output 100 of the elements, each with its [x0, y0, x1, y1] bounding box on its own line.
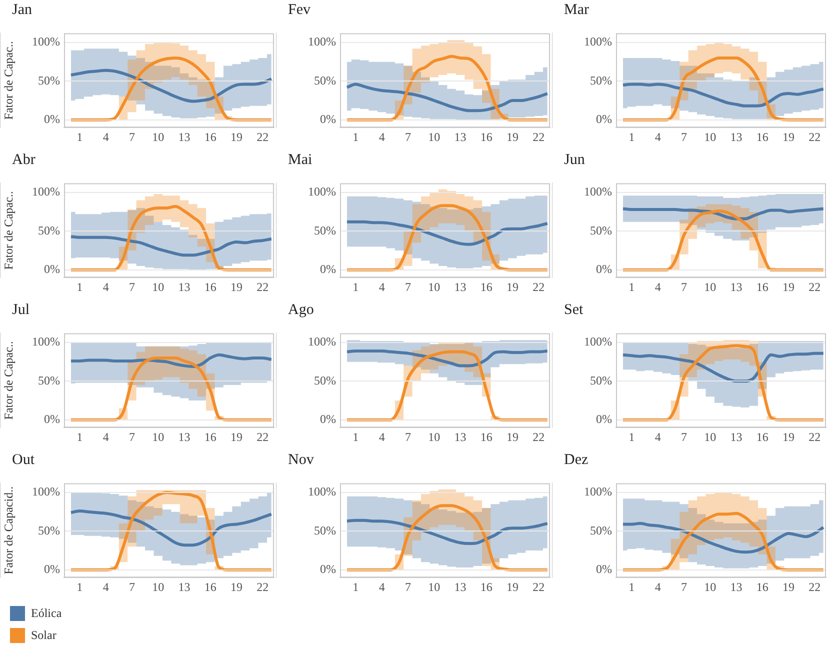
x-tick-label: 19 [782, 580, 795, 594]
x-tick-label: 10 [152, 430, 164, 444]
x-tick-label: 1 [628, 130, 635, 144]
line-series [621, 352, 825, 383]
x-tick-label: 19 [782, 430, 795, 444]
x-tick-label: 4 [654, 430, 661, 444]
y-axis-title: Fator de Capacid.. [1, 486, 16, 574]
y-tick-label: 50% [314, 73, 336, 88]
chart-title: Ago [288, 302, 314, 319]
y-tick-label: 50% [314, 223, 336, 238]
x-tick-label: 13 [178, 580, 190, 594]
y-tick-label: 100% [308, 334, 336, 349]
x-tick-label: 16 [204, 430, 216, 444]
x-tick-label: 16 [480, 280, 492, 294]
x-tick-label: 16 [756, 430, 768, 444]
x-tick-label: 16 [480, 580, 492, 594]
x-tick-label: 16 [756, 130, 768, 144]
x-tick-label: 16 [756, 580, 768, 594]
x-tick-label: 16 [480, 430, 492, 444]
chart-title: Jan [12, 2, 32, 19]
x-tick-label: 7 [128, 430, 135, 444]
chart-title: Nov [288, 452, 314, 469]
y-tick-label: 0% [44, 412, 60, 426]
x-tick-label: 16 [756, 280, 768, 294]
x-tick-label: 22 [256, 280, 269, 294]
y-tick-label: 100% [32, 334, 60, 349]
chart-title: Abr [12, 152, 36, 169]
x-tick-label: 1 [76, 280, 83, 294]
y-tick-label: 50% [314, 373, 336, 388]
x-tick-label: 7 [680, 280, 687, 294]
line-series [69, 510, 273, 547]
x-tick-label: 13 [730, 430, 742, 444]
x-tick-label: 13 [730, 280, 742, 294]
x-tick-label: 1 [628, 430, 635, 444]
x-tick-label: 19 [230, 580, 243, 594]
x-tick-label: 13 [730, 580, 742, 594]
y-tick-label: 0% [320, 262, 336, 276]
line-series [621, 522, 825, 554]
y-tick-label: 100% [32, 184, 60, 199]
y-tick-label: 50% [38, 223, 60, 238]
y-tick-label: 0% [320, 112, 336, 126]
x-tick-label: 22 [808, 430, 821, 444]
x-tick-label: 1 [352, 580, 359, 594]
x-tick-label: 13 [178, 280, 190, 294]
x-tick-label: 19 [506, 580, 519, 594]
x-tick-label: 10 [152, 580, 164, 594]
x-tick-label: 13 [454, 580, 466, 594]
x-tick-label: 10 [704, 430, 716, 444]
y-tick-label: 50% [590, 73, 612, 88]
chart-title: Set [564, 302, 584, 319]
y-tick-label: 0% [596, 412, 612, 426]
x-tick-label: 7 [128, 280, 135, 294]
y-tick-label: 0% [44, 112, 60, 126]
y-tick-label: 50% [590, 523, 612, 538]
y-axis-title: Fator de Capac.. [1, 41, 16, 120]
x-tick-label: 7 [680, 580, 687, 594]
y-axis-title: Fator de Capac.. [1, 191, 16, 270]
line-series [345, 504, 549, 572]
y-tick-label: 100% [584, 34, 612, 49]
y-tick-label: 50% [590, 223, 612, 238]
y-tick-label: 100% [308, 484, 336, 499]
y-tick-label: 0% [596, 262, 612, 276]
x-tick-label: 19 [506, 430, 519, 444]
x-tick-label: 19 [506, 280, 519, 294]
x-tick-label: 16 [204, 280, 216, 294]
x-tick-label: 1 [628, 280, 635, 294]
chart-title: Jul [12, 302, 30, 319]
x-tick-label: 10 [428, 280, 440, 294]
y-tick-label: 50% [38, 373, 60, 388]
x-tick-label: 22 [808, 580, 821, 594]
x-tick-label: 7 [128, 580, 135, 594]
y-tick-label: 0% [596, 112, 612, 126]
x-tick-label: 19 [782, 130, 795, 144]
y-tick-label: 100% [584, 334, 612, 349]
x-tick-label: 10 [704, 580, 716, 594]
x-tick-label: 7 [404, 580, 411, 594]
x-tick-label: 10 [428, 130, 440, 144]
x-tick-label: 4 [102, 430, 109, 444]
x-tick-label: 10 [704, 130, 716, 144]
x-tick-label: 22 [256, 130, 269, 144]
x-tick-label: 1 [352, 280, 359, 294]
x-tick-label: 7 [128, 130, 135, 144]
x-tick-label: 4 [654, 580, 661, 594]
x-tick-label: 19 [782, 280, 795, 294]
y-tick-label: 0% [596, 562, 612, 576]
chart-title: Jun [564, 152, 585, 169]
x-tick-label: 4 [102, 280, 109, 294]
x-tick-label: 1 [76, 430, 83, 444]
x-tick-label: 22 [256, 580, 269, 594]
x-tick-label: 22 [808, 280, 821, 294]
x-tick-label: 19 [230, 280, 243, 294]
y-axis-title: Fator de Capac.. [1, 341, 16, 420]
x-tick-label: 16 [204, 130, 216, 144]
x-tick-label: 7 [680, 430, 687, 444]
x-tick-label: 10 [152, 280, 164, 294]
y-tick-label: 100% [584, 484, 612, 499]
y-tick-label: 100% [308, 34, 336, 49]
chart-title: Out [12, 452, 34, 469]
x-tick-label: 7 [404, 430, 411, 444]
x-tick-label: 1 [352, 430, 359, 444]
